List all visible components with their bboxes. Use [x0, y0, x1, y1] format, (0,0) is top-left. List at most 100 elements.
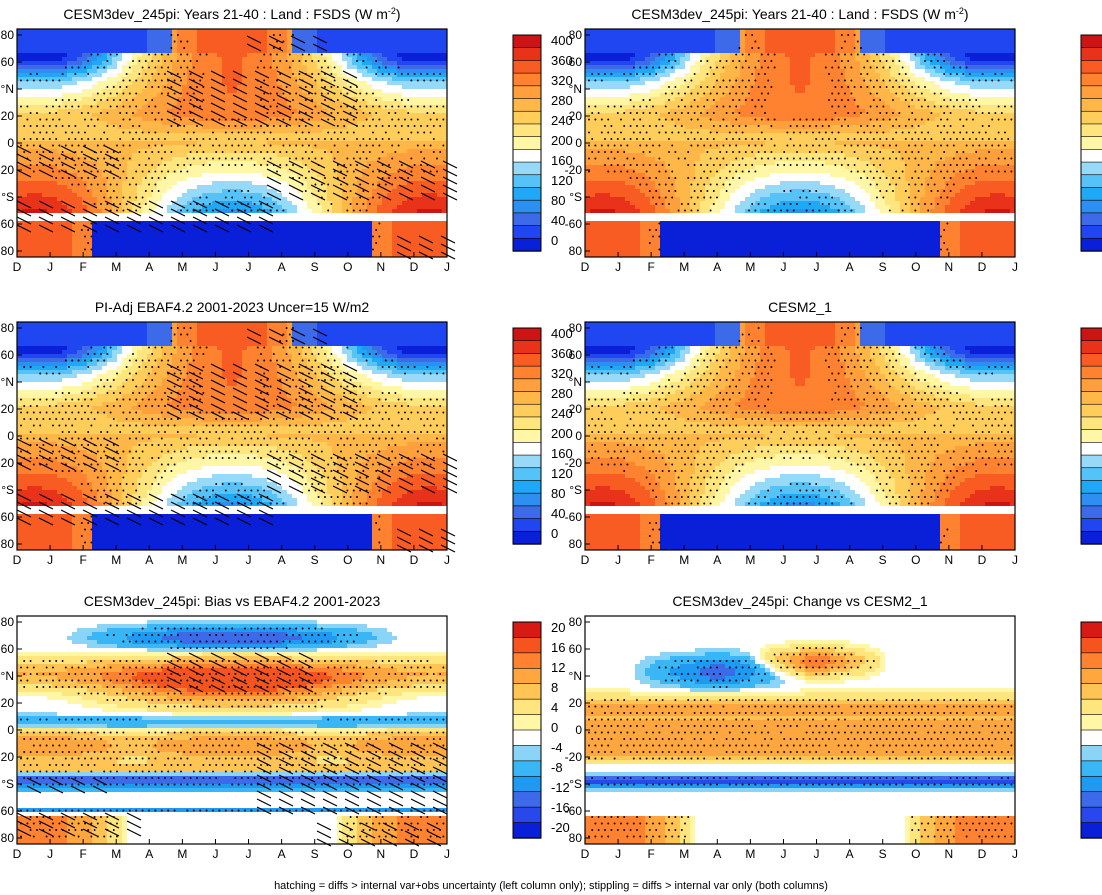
field-cell: [17, 77, 23, 82]
field-cell: [432, 29, 438, 34]
field-cell: [442, 33, 447, 38]
field-cell: [32, 117, 38, 122]
field-cell: [342, 217, 348, 222]
field-cell: [32, 77, 38, 82]
field-cell: [152, 165, 158, 170]
field-cell: [32, 49, 38, 54]
field-cell: [112, 109, 118, 114]
field-cell: [17, 165, 23, 170]
field-cell: [342, 33, 348, 38]
field-cell: [187, 217, 193, 222]
field-cell: [147, 69, 153, 74]
field-cell: [87, 89, 93, 94]
field-cell: [432, 129, 438, 134]
field-cell: [412, 69, 418, 74]
field-cell: [237, 161, 243, 166]
field-cell: [442, 121, 447, 126]
field-cell: [417, 117, 423, 122]
field-cell: [17, 113, 23, 118]
field-cell: [152, 137, 158, 142]
field-cell: [67, 213, 73, 218]
field-cell: [227, 213, 233, 218]
field-cell: [52, 89, 58, 94]
field-cell: [192, 137, 198, 142]
field-cell: [442, 197, 447, 202]
field-cell: [252, 249, 258, 254]
field-cell: [37, 85, 43, 90]
field-cell: [32, 237, 38, 242]
field-cell: [422, 121, 428, 126]
field-cell: [117, 229, 123, 234]
field-cell: [72, 117, 78, 122]
field-cell: [182, 113, 188, 118]
field-cell: [187, 241, 193, 246]
field-cell: [192, 149, 198, 154]
field-cell: [257, 57, 263, 62]
field-cell: [32, 37, 38, 42]
field-cell: [392, 217, 398, 222]
field-cell: [392, 133, 398, 138]
field-cell: [177, 133, 183, 138]
field-cell: [162, 125, 168, 130]
field-cell: [192, 249, 198, 254]
field-cell: [177, 217, 183, 222]
field-cell: [337, 65, 343, 70]
field-cell: [442, 117, 447, 122]
field-cell: [187, 233, 193, 238]
field-cell: [192, 73, 198, 78]
field-cell: [357, 109, 363, 114]
field-cell: [42, 81, 48, 86]
field-cell: [47, 57, 53, 62]
field-cell: [407, 73, 413, 78]
field-cell: [182, 141, 188, 146]
field-cell: [412, 97, 418, 102]
field-cell: [217, 161, 223, 166]
field-cell: [142, 205, 148, 210]
field-cell: [212, 205, 218, 210]
field-cell: [62, 241, 68, 246]
field-cell: [437, 117, 443, 122]
field-cell: [102, 137, 108, 142]
field-cell: [117, 221, 123, 226]
field-cell: [22, 89, 28, 94]
field-cell: [57, 29, 63, 34]
field-cell: [407, 213, 413, 218]
field-cell: [162, 81, 168, 86]
field-cell: [27, 85, 33, 90]
field-cell: [52, 33, 58, 38]
field-cell: [332, 205, 338, 210]
field-cell: [52, 209, 58, 214]
field-cell: [197, 41, 203, 46]
field-cell: [257, 101, 263, 106]
field-cell: [207, 129, 213, 134]
stipple-dot: [157, 60, 160, 62]
field-cell: [147, 145, 153, 150]
field-cell: [72, 77, 78, 82]
field-cell: [57, 49, 63, 54]
field-cell: [132, 109, 138, 114]
field-cell: [197, 249, 203, 254]
field-cell: [362, 253, 368, 257]
field-cell: [177, 229, 183, 234]
field-cell: [167, 73, 173, 78]
field-cell: [237, 237, 243, 242]
field-cell: [262, 185, 268, 190]
stipple-dot: [183, 47, 186, 49]
field-cell: [237, 57, 243, 62]
field-cell: [177, 129, 183, 134]
field-cell: [232, 193, 238, 198]
field-cell: [227, 85, 233, 90]
field-cell: [342, 57, 348, 62]
field-cell: [212, 69, 218, 74]
stipple-dot: [180, 40, 182, 43]
field-cell: [67, 101, 73, 106]
field-cell: [397, 137, 403, 142]
field-cell: [77, 193, 83, 198]
field-cell: [302, 181, 308, 186]
field-cell: [332, 81, 338, 86]
field-cell: [142, 161, 148, 166]
field-cell: [92, 161, 98, 166]
field-cell: [102, 213, 108, 218]
field-cell: [437, 49, 443, 54]
field-cell: [262, 153, 268, 158]
